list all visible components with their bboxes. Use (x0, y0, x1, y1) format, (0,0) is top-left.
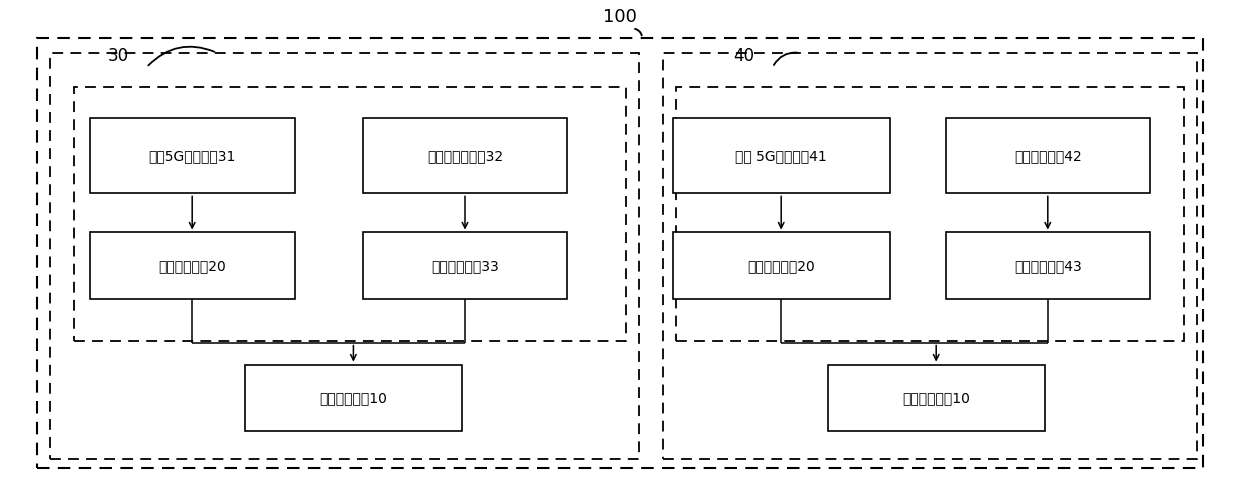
Text: 40: 40 (734, 47, 754, 65)
FancyBboxPatch shape (672, 119, 890, 194)
Text: 第二射频通路20: 第二射频通路20 (748, 259, 815, 273)
Text: 第二射频通路20: 第二射频通路20 (159, 259, 226, 273)
Text: 低频放大模组42: 低频放大模组42 (1014, 149, 1081, 163)
FancyBboxPatch shape (828, 365, 1044, 431)
Text: 中高频放大模组32: 中高频放大模组32 (427, 149, 503, 163)
FancyBboxPatch shape (672, 233, 890, 299)
FancyBboxPatch shape (244, 365, 461, 431)
FancyBboxPatch shape (362, 119, 568, 194)
Text: 第二 5G放大模组41: 第二 5G放大模组41 (735, 149, 827, 163)
Text: 第二开关模组43: 第二开关模组43 (1014, 259, 1081, 273)
Text: 第一开关模组33: 第一开关模组33 (432, 259, 498, 273)
FancyBboxPatch shape (89, 233, 295, 299)
Text: 30: 30 (107, 47, 129, 65)
Text: 第一射频通路10: 第一射频通路10 (320, 391, 387, 405)
FancyBboxPatch shape (362, 233, 568, 299)
FancyBboxPatch shape (945, 233, 1149, 299)
FancyBboxPatch shape (89, 119, 295, 194)
Text: 第一射频通路10: 第一射频通路10 (903, 391, 970, 405)
Text: 第一5G放大模组31: 第一5G放大模组31 (149, 149, 236, 163)
Text: 100: 100 (603, 8, 637, 26)
FancyBboxPatch shape (945, 119, 1149, 194)
